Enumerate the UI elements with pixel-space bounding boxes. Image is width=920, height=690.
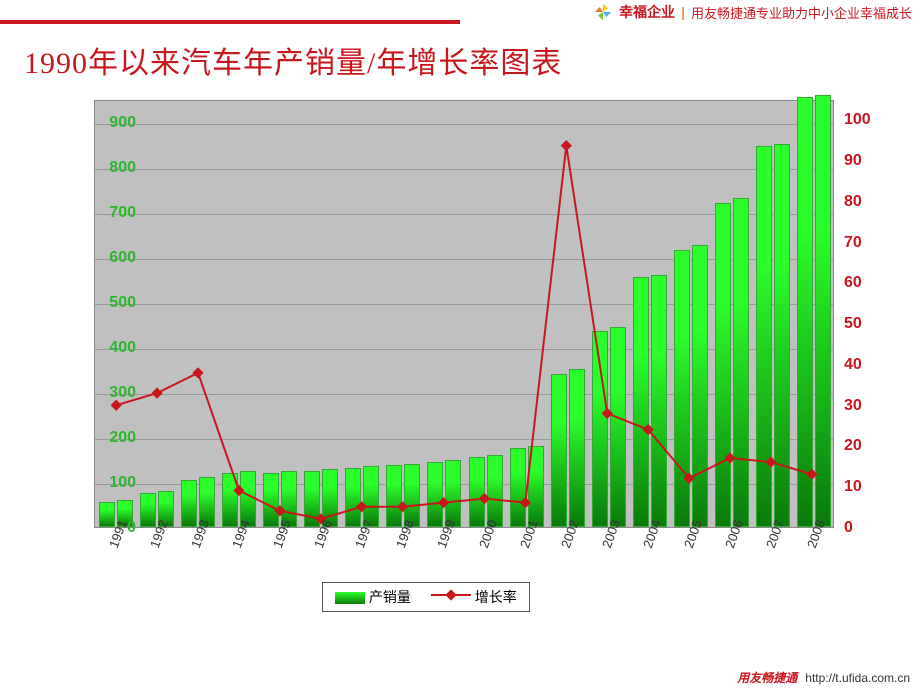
y-right-tick-label: 0 [844,519,884,537]
y-right-tick-label: 100 [844,111,884,129]
growth-line [116,146,812,519]
legend-line-label: 增长率 [475,589,517,605]
y-left-tick-label: 800 [94,159,136,177]
header-brand-area: 幸福企业 | 用友畅捷通专业助力中小企业幸福成长 [593,2,912,22]
legend-bar-label: 产销量 [369,589,411,605]
y-left-tick-label: 100 [94,474,136,492]
footer-brand: 用友畅捷通 [737,669,797,686]
y-right-tick-label: 70 [844,234,884,252]
line-marker [356,501,367,512]
footer: 用友畅捷通 http://t.ufida.com.cn [737,669,910,686]
brand-tagline: 用友畅捷通专业助力中小企业幸福成长 [691,3,912,22]
line-overlay [95,101,833,527]
y-left-tick-label: 500 [94,294,136,312]
line-marker [520,497,531,508]
line-marker [765,456,776,467]
brand-separator: | [681,4,685,20]
y-left-tick-label: 600 [94,249,136,267]
pinwheel-icon [593,2,613,22]
line-marker [561,140,572,151]
plot-area [94,100,834,528]
chart-title: 1990年以来汽车年产销量/年增长率图表 [24,38,562,82]
y-right-tick-label: 50 [844,315,884,333]
legend: 产销量 增长率 [322,582,530,612]
y-right-tick-label: 30 [844,397,884,415]
line-marker [438,497,449,508]
brand-main: 幸福企业 [619,2,675,22]
y-left-tick-label: 900 [94,114,136,132]
y-right-tick-label: 20 [844,437,884,455]
legend-line-item: 增长率 [431,587,517,607]
line-swatch-icon [431,588,471,602]
line-marker [274,505,285,516]
y-right-tick-label: 90 [844,152,884,170]
chart-container: 0100200300400500600700800900010203040506… [44,100,884,595]
y-right-tick-label: 10 [844,478,884,496]
y-left-tick-label: 700 [94,204,136,222]
line-marker [192,367,203,378]
y-right-tick-label: 60 [844,274,884,292]
line-marker [233,485,244,496]
line-marker [724,452,735,463]
y-left-tick-label: 400 [94,339,136,357]
line-marker [602,408,613,419]
header-bar: 幸福企业 | 用友畅捷通专业助力中小企业幸福成长 [0,0,920,28]
y-left-tick-label: 300 [94,384,136,402]
line-marker [151,387,162,398]
y-left-tick-label: 200 [94,429,136,447]
legend-bar-item: 产销量 [335,587,411,607]
line-marker [397,501,408,512]
line-marker [806,469,817,480]
header-redline [0,20,460,24]
line-marker [479,493,490,504]
footer-url: http://t.ufida.com.cn [805,671,910,685]
y-right-tick-label: 80 [844,193,884,211]
bar-swatch-icon [335,592,365,604]
y-right-tick-label: 40 [844,356,884,374]
